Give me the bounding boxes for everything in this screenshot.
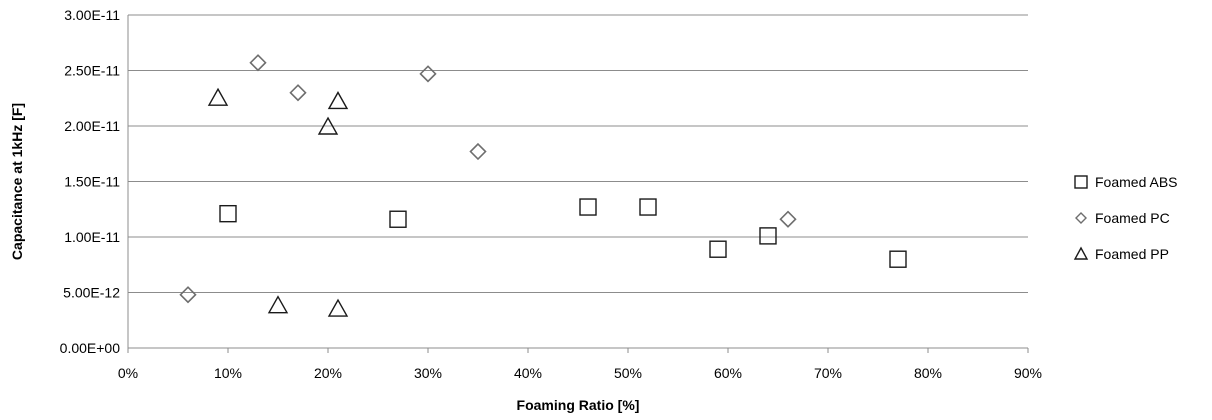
- x-tick-label: 0%: [118, 365, 138, 381]
- legend-marker-diamond: [1075, 212, 1087, 224]
- legend-label: Foamed PC: [1095, 210, 1170, 226]
- grid-lines: [128, 14, 1028, 293]
- axes: [127, 15, 1029, 353]
- data-point-triangle: [327, 298, 349, 317]
- y-tick-label: 1.00E-11: [64, 229, 120, 245]
- x-axis-title: Foaming Ratio [%]: [517, 397, 640, 413]
- legend-marker-square: [1074, 175, 1088, 189]
- legend-marker-triangle: [1073, 246, 1089, 260]
- legend-label: Foamed ABS: [1095, 174, 1178, 190]
- data-point-diamond: [249, 54, 267, 72]
- data-points: [179, 54, 907, 317]
- data-point-square: [219, 204, 237, 223]
- y-tick-label: 2.00E-11: [64, 118, 120, 134]
- y-tick-label: 3.00E-11: [64, 7, 120, 23]
- data-point-diamond: [469, 142, 487, 161]
- data-point-triangle: [327, 91, 349, 110]
- y-tick-labels: 0.00E+00 5.00E-12 1.00E-11 1.50E-11 2.00E-11…: [60, 7, 121, 356]
- data-point-diamond: [289, 84, 307, 102]
- data-point-diamond: [419, 65, 437, 83]
- data-point-square: [579, 198, 597, 216]
- x-tick-label: 40%: [514, 365, 542, 381]
- data-point-triangle: [317, 116, 339, 135]
- data-point-diamond: [179, 286, 197, 304]
- x-tick-label: 70%: [814, 365, 842, 381]
- y-tick-label: 0.00E+00: [60, 340, 121, 356]
- x-tick-label: 20%: [314, 365, 342, 381]
- legend: Foamed ABS Foamed PC Foamed PP: [1073, 174, 1178, 262]
- y-tick-label: 1.50E-11: [64, 174, 120, 190]
- x-tick-label: 50%: [614, 365, 642, 381]
- x-tick-label: 90%: [1014, 365, 1042, 381]
- data-point-square: [389, 210, 407, 228]
- x-tick-label: 80%: [914, 365, 942, 381]
- data-point-square: [759, 227, 777, 245]
- y-axis-title: Capacitance at 1kHz [F]: [9, 103, 25, 260]
- x-tick-label: 60%: [714, 365, 742, 381]
- y-tick-label: 2.50E-11: [64, 63, 120, 79]
- legend-item: Foamed PC: [1075, 210, 1170, 226]
- data-point-square: [709, 240, 727, 258]
- data-point-triangle: [207, 87, 229, 106]
- y-tick-label: 5.00E-12: [63, 285, 120, 301]
- data-point-square: [889, 250, 907, 268]
- x-tick-label: 10%: [214, 365, 242, 381]
- x-tick-label: 30%: [414, 365, 442, 381]
- legend-item: Foamed PP: [1073, 246, 1169, 262]
- legend-item: Foamed ABS: [1074, 174, 1178, 190]
- legend-label: Foamed PP: [1095, 246, 1169, 262]
- data-point-diamond: [779, 210, 797, 228]
- data-point-triangle: [267, 295, 289, 314]
- x-tick-labels: 0% 10% 20% 30% 40% 50% 60% 70% 80% 90%: [118, 365, 1042, 381]
- data-point-square: [639, 198, 657, 216]
